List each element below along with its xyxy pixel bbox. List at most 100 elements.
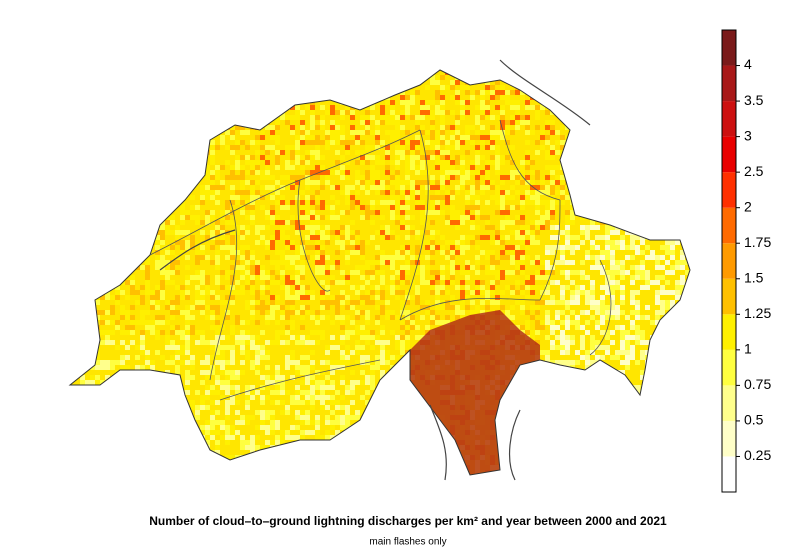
density-cell xyxy=(340,125,345,130)
density-cell xyxy=(250,285,255,290)
density-cell xyxy=(110,455,115,460)
density-cell xyxy=(290,145,295,150)
density-cell xyxy=(465,235,470,240)
density-cell xyxy=(590,360,595,365)
density-cell xyxy=(195,340,200,345)
density-cell xyxy=(605,420,610,425)
density-cell xyxy=(215,230,220,235)
density-cell xyxy=(400,125,405,130)
density-cell xyxy=(185,230,190,235)
density-cell xyxy=(510,185,515,190)
density-cell xyxy=(215,350,220,355)
density-cell xyxy=(90,350,95,355)
density-cell xyxy=(70,160,75,165)
density-cell xyxy=(375,160,380,165)
density-cell xyxy=(520,205,525,210)
density-cell xyxy=(215,85,220,90)
density-cell xyxy=(145,210,150,215)
density-cell xyxy=(80,135,85,140)
density-cell xyxy=(595,320,600,325)
density-cell xyxy=(340,210,345,215)
density-cell xyxy=(140,455,145,460)
density-cell xyxy=(80,320,85,325)
density-cell xyxy=(250,85,255,90)
density-cell xyxy=(345,295,350,300)
density-cell xyxy=(215,335,220,340)
density-cell xyxy=(445,255,450,260)
density-cell xyxy=(255,230,260,235)
density-cell xyxy=(575,160,580,165)
density-cell xyxy=(175,470,180,475)
density-cell xyxy=(205,280,210,285)
density-cell xyxy=(485,290,490,295)
density-cell xyxy=(220,335,225,340)
density-cell xyxy=(445,110,450,115)
density-cell xyxy=(325,270,330,275)
density-cell xyxy=(375,125,380,130)
density-cell xyxy=(430,435,435,440)
density-cell xyxy=(520,240,525,245)
density-cell xyxy=(345,280,350,285)
density-cell xyxy=(80,140,85,145)
density-cell xyxy=(605,215,610,220)
density-cell xyxy=(330,140,335,145)
density-cell xyxy=(510,305,515,310)
density-cell xyxy=(415,290,420,295)
density-cell xyxy=(335,110,340,115)
density-cell xyxy=(605,315,610,320)
density-cell xyxy=(250,455,255,460)
density-cell xyxy=(585,145,590,150)
density-cell xyxy=(475,185,480,190)
density-cell xyxy=(160,315,165,320)
density-cell xyxy=(90,260,95,265)
density-cell xyxy=(485,170,490,175)
density-cell xyxy=(275,160,280,165)
density-cell xyxy=(335,260,340,265)
density-cell xyxy=(205,360,210,365)
density-cell xyxy=(160,285,165,290)
density-cell xyxy=(340,415,345,420)
density-cell xyxy=(520,260,525,265)
density-cell xyxy=(155,80,160,85)
density-cell xyxy=(430,320,435,325)
density-cell xyxy=(250,120,255,125)
density-cell xyxy=(485,115,490,120)
density-cell xyxy=(140,120,145,125)
density-cell xyxy=(405,100,410,105)
density-cell xyxy=(130,175,135,180)
density-cell xyxy=(440,180,445,185)
density-cell xyxy=(445,305,450,310)
density-cell xyxy=(405,235,410,240)
density-cell xyxy=(415,235,420,240)
density-cell xyxy=(505,235,510,240)
density-cell xyxy=(530,220,535,225)
density-cell xyxy=(260,235,265,240)
density-cell xyxy=(320,330,325,335)
density-cell xyxy=(600,270,605,275)
density-cell xyxy=(245,230,250,235)
density-cell xyxy=(600,345,605,350)
density-cell xyxy=(580,465,585,470)
density-cell xyxy=(565,375,570,380)
density-cell xyxy=(80,125,85,130)
density-cell xyxy=(500,115,505,120)
density-cell xyxy=(405,225,410,230)
density-cell xyxy=(325,140,330,145)
density-cell xyxy=(355,95,360,100)
density-cell xyxy=(330,265,335,270)
density-cell xyxy=(230,185,235,190)
density-cell xyxy=(555,400,560,405)
density-cell xyxy=(525,330,530,335)
density-cell xyxy=(355,410,360,415)
density-cell xyxy=(150,360,155,365)
density-cell xyxy=(95,405,100,410)
density-cell xyxy=(360,330,365,335)
density-cell xyxy=(430,130,435,135)
density-cell xyxy=(165,75,170,80)
density-cell xyxy=(360,120,365,125)
density-cell xyxy=(255,345,260,350)
density-cell xyxy=(90,310,95,315)
density-cell xyxy=(410,155,415,160)
density-cell xyxy=(110,235,115,240)
density-cell xyxy=(520,255,525,260)
